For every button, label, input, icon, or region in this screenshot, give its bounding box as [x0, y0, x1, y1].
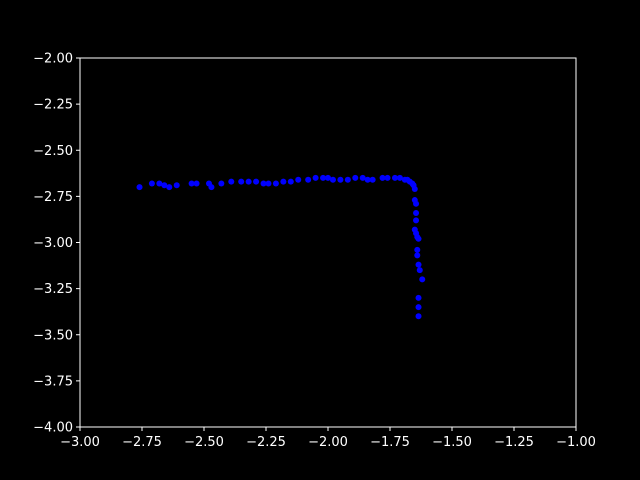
y-tick-label: −2.50: [33, 144, 73, 159]
data-point: [415, 235, 422, 242]
data-point: [253, 178, 260, 185]
data-point: [352, 174, 359, 181]
data-point: [287, 178, 294, 185]
data-point: [305, 176, 312, 183]
x-tick-label: −2.75: [122, 435, 162, 450]
x-tick-label: −1.50: [432, 435, 472, 450]
data-point: [295, 176, 302, 183]
data-point: [208, 184, 215, 191]
data-point: [173, 182, 180, 189]
data-point: [136, 184, 143, 191]
data-point: [148, 180, 155, 187]
data-point: [245, 178, 252, 185]
data-point: [413, 200, 420, 207]
data-point: [415, 304, 422, 311]
data-point: [384, 174, 391, 181]
data-point: [337, 176, 344, 183]
data-point: [272, 180, 279, 187]
data-point: [312, 174, 319, 181]
data-point: [325, 174, 331, 181]
data-point: [396, 174, 403, 181]
y-tick-label: −3.25: [33, 282, 73, 297]
data-point: [413, 209, 420, 216]
data-point: [413, 217, 420, 224]
y-tick-label: −2.25: [33, 98, 73, 113]
data-point: [161, 182, 168, 189]
x-tick-label: −1.75: [370, 435, 410, 450]
data-point: [188, 180, 195, 187]
data-point: [415, 313, 422, 320]
data-point: [416, 267, 423, 274]
y-tick-label: −3.75: [33, 374, 73, 389]
data-point: [414, 246, 421, 253]
y-tick-label: −2.00: [33, 52, 73, 67]
plot-area-frame: [79, 57, 577, 428]
data-point: [280, 178, 287, 185]
data-point: [419, 276, 426, 283]
data-point: [411, 186, 418, 192]
data-point: [415, 261, 422, 268]
x-tick-label: −2.00: [308, 435, 348, 450]
data-point: [166, 184, 173, 191]
data-points: [136, 174, 426, 320]
data-point: [238, 178, 245, 185]
x-tick-label: −2.25: [246, 435, 286, 450]
x-axis-ticks: −3.00 −2.75 −2.50 −2.25 −2.00 −1.75 −1.50 −1.25…: [60, 427, 596, 450]
data-point: [218, 180, 225, 187]
data-point: [359, 174, 366, 181]
data-point: [379, 174, 386, 181]
data-point: [415, 294, 422, 301]
y-tick-label: −4.00: [33, 421, 73, 436]
x-tick-label: −2.50: [184, 435, 224, 450]
data-point: [414, 252, 421, 259]
x-tick-label: −1.25: [494, 435, 534, 450]
data-point: [260, 180, 267, 187]
data-point: [369, 176, 376, 183]
x-tick-label: −3.00: [60, 435, 100, 450]
y-tick-label: −3.00: [33, 236, 73, 251]
y-tick-label: −3.50: [33, 328, 73, 343]
data-point: [193, 180, 200, 187]
data-point: [364, 176, 371, 183]
y-tick-label: −2.75: [33, 190, 73, 205]
data-point: [344, 176, 351, 183]
data-point: [391, 174, 398, 181]
data-point: [329, 176, 336, 183]
y-axis-ticks: −2.00 −2.25 −2.50 −2.75 −3.00 −3.25 −3.50 −3.75…: [33, 52, 80, 436]
data-point: [228, 178, 235, 185]
x-tick-label: −1.00: [556, 435, 596, 450]
data-point: [156, 180, 163, 187]
data-point: [265, 180, 272, 187]
data-point: [320, 174, 327, 181]
